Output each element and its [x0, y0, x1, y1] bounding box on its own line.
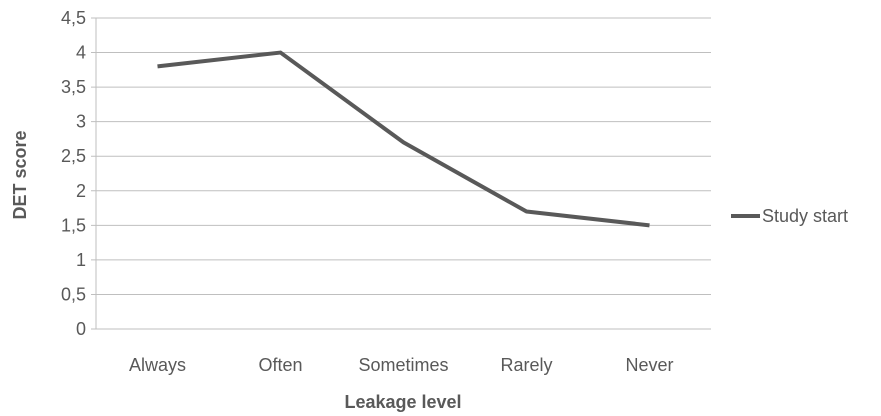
series-line-study-start	[157, 50, 650, 228]
y-tick-label: 2,5	[61, 146, 86, 166]
legend: Study start	[731, 206, 848, 226]
x-tick-label: Often	[258, 355, 302, 375]
legend-label-study-start: Study start	[762, 206, 848, 226]
y-tick-label: 1	[76, 250, 86, 270]
y-tick-label: 1,5	[61, 215, 86, 235]
x-axis-title: Leakage level	[344, 392, 461, 412]
x-tick-label: Never	[625, 355, 673, 375]
y-tick-label: 4,5	[61, 8, 86, 28]
series-layer	[157, 50, 650, 228]
y-tick-label: 4	[76, 43, 86, 63]
y-tick-label: 0	[76, 319, 86, 339]
y-axis-ticks: 0 0,5 1 1,5 2 2,5 3 3,5 4 4,5	[61, 8, 86, 339]
gridlines	[91, 17, 711, 330]
y-tick-label: 2	[76, 181, 86, 201]
x-tick-label: Always	[129, 355, 186, 375]
y-tick-label: 0,5	[61, 284, 86, 304]
x-axis-ticks: Always Often Sometimes Rarely Never	[129, 355, 674, 375]
y-tick-label: 3,5	[61, 77, 86, 97]
x-tick-label: Rarely	[500, 355, 552, 375]
x-tick-label: Sometimes	[358, 355, 448, 375]
y-axis-title: DET score	[10, 130, 30, 219]
y-tick-label: 3	[76, 112, 86, 132]
